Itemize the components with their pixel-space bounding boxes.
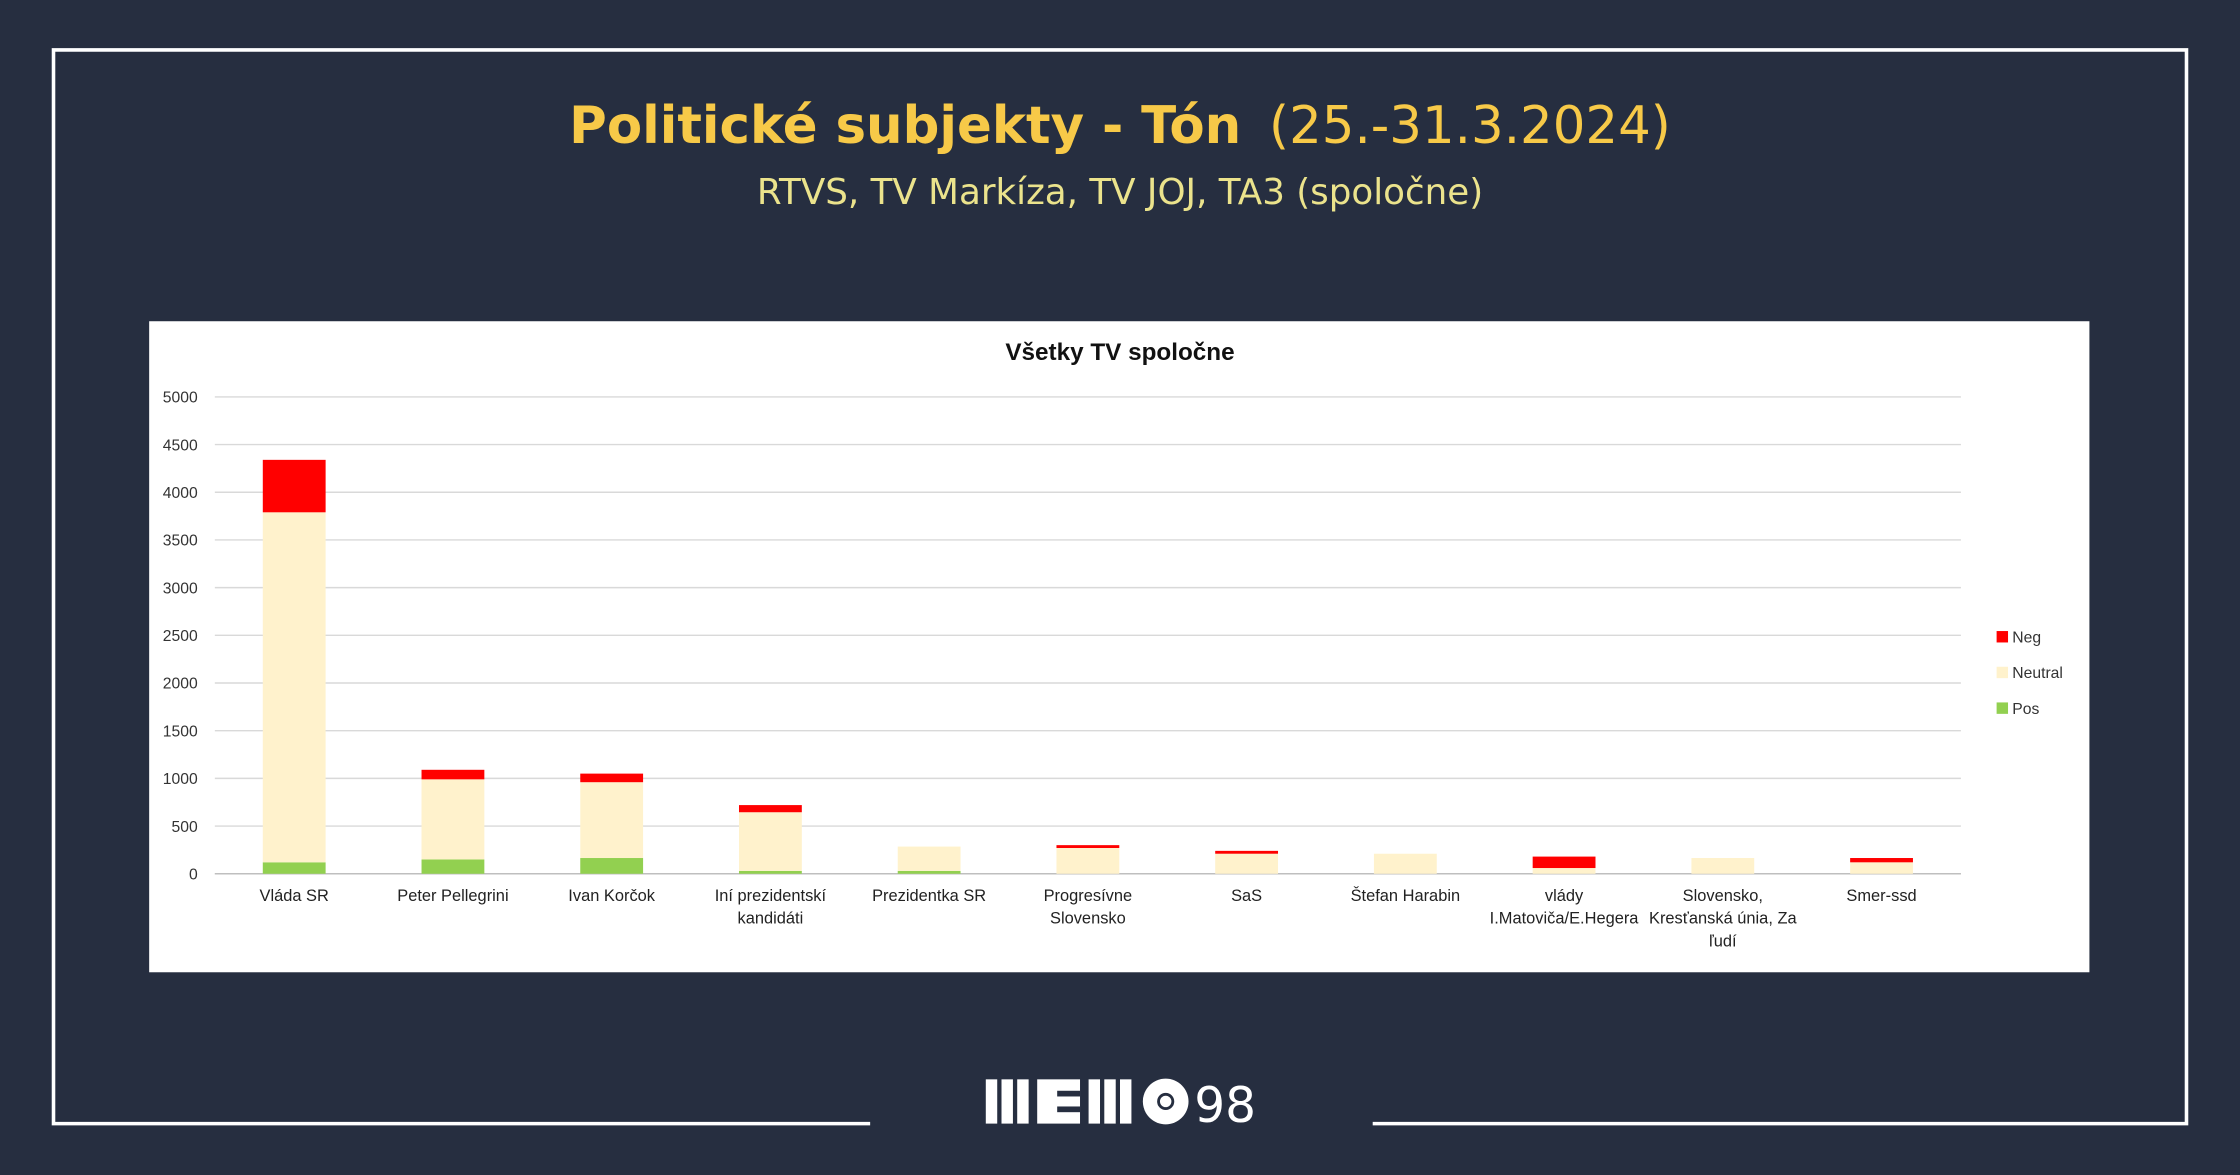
logo-gap (1057, 1106, 1081, 1113)
bar-segment (580, 858, 644, 874)
bar-segment (421, 779, 485, 860)
bar-segment (580, 773, 644, 783)
y-tick-label: 500 (172, 819, 198, 836)
bar-segment (1373, 853, 1437, 874)
y-tick-label: 1500 (163, 723, 198, 740)
logo-bar (1120, 1079, 1132, 1124)
x-tick-label-box: Štefan Harabin (1350, 888, 1461, 906)
y-tick-label: 1000 (163, 771, 198, 788)
x-tick-label-box: Peter Pellegrini (397, 888, 509, 906)
y-tick-label: 3000 (163, 580, 198, 597)
bar-segment (1056, 845, 1120, 849)
logo-bar (1017, 1079, 1029, 1124)
legend-swatch (1996, 702, 2009, 714)
bar-segment (1215, 850, 1279, 854)
chart-area (149, 321, 2090, 973)
bar-segment (262, 862, 326, 874)
logo-bar (1104, 1079, 1116, 1124)
logo-gap (1057, 1090, 1081, 1097)
x-tick-label-box: Slovensko, Kresťanská únia, Za ľudí (1648, 888, 1797, 951)
y-tick-label: 2000 (163, 676, 198, 693)
logo-number: 98 (1194, 1078, 1256, 1134)
bar-segment (1691, 858, 1755, 874)
y-tick-label: 0 (189, 866, 198, 883)
chart-title: Všetky TV spoločne (1005, 339, 1234, 366)
bar-segment (897, 870, 961, 874)
x-tick-label: Štefan Harabin (1350, 888, 1461, 906)
bar-segment (580, 782, 644, 859)
x-tick-label: Smer-ssd (1846, 888, 1917, 906)
x-tick-label-box: Progresívne Slovensko (1043, 888, 1133, 929)
title-date: (25.-31.3.2024) (1269, 96, 1671, 156)
x-tick-label: vlády I.Matoviča/E.Hegera (1489, 888, 1639, 929)
x-tick-label-box: Iní prezidentskí kandidáti (714, 888, 827, 929)
logo-bar (1001, 1079, 1013, 1124)
legend-label: Neg (2012, 629, 2041, 646)
bar-segment (738, 805, 802, 813)
x-tick-label: SaS (1231, 888, 1263, 906)
y-tick-label: 4000 (163, 485, 198, 502)
bar-segment (1850, 858, 1913, 863)
legend-label: Pos (2012, 701, 2039, 718)
bar-segment (1532, 868, 1596, 874)
bar-segment (262, 512, 326, 863)
bar-segment (1056, 848, 1120, 874)
frame (51, 48, 2189, 1126)
x-tick-label: Prezidentka SR (872, 888, 987, 906)
logo-e (1037, 1079, 1081, 1124)
bar-segment (1532, 856, 1596, 869)
bar-segment (1215, 853, 1279, 874)
x-tick-label: Ivan Korčok (568, 888, 656, 906)
legend-label: Neutral (2012, 665, 2063, 682)
x-tick-label: Slovensko, Kresťanská únia, Za ľudí (1648, 888, 1797, 951)
bar-segment (897, 846, 961, 871)
logo: 98 (985, 1078, 1256, 1134)
logo-o-inner (1157, 1092, 1175, 1111)
logo-bar (1088, 1079, 1101, 1124)
x-tick-label-box: vlády I.Matoviča/E.Hegera (1489, 888, 1639, 929)
x-tick-label-box: SaS (1231, 888, 1263, 906)
bar-segment (738, 870, 802, 874)
x-tick-label: Progresívne Slovensko (1043, 888, 1133, 929)
page-title: Politické subjekty - Tón (25.-31.3.2024) (569, 96, 1671, 156)
x-tick-label: Vláda SR (259, 888, 329, 906)
legend-swatch (1996, 631, 2009, 643)
x-tick-label-box: Ivan Korčok (568, 888, 656, 906)
bar-segment (738, 812, 802, 871)
y-tick-label: 4500 (163, 437, 198, 454)
legend-swatch (1996, 666, 2009, 679)
logo-o (1142, 1078, 1189, 1125)
logo-bar (985, 1079, 998, 1124)
y-tick-label: 5000 (163, 390, 198, 407)
bar-segment (262, 459, 326, 513)
x-tick-label: Iní prezidentskí kandidáti (714, 888, 827, 929)
x-tick-label-box: Vláda SR (259, 888, 329, 906)
bar-segment (421, 859, 485, 874)
x-tick-label-box: Prezidentka SR (872, 888, 987, 906)
title-main: Politické subjekty - Tón (569, 96, 1241, 156)
y-tick-label: 3500 (163, 533, 198, 550)
bar-segment (421, 769, 485, 780)
x-tick-label: Peter Pellegrini (397, 888, 509, 906)
y-tick-label: 2500 (163, 628, 198, 645)
page-subtitle: RTVS, TV Markíza, TV JOJ, TA3 (spoločne) (757, 172, 1483, 213)
x-tick-label-box: Smer-ssd (1846, 888, 1917, 906)
bar-segment (1850, 862, 1913, 874)
